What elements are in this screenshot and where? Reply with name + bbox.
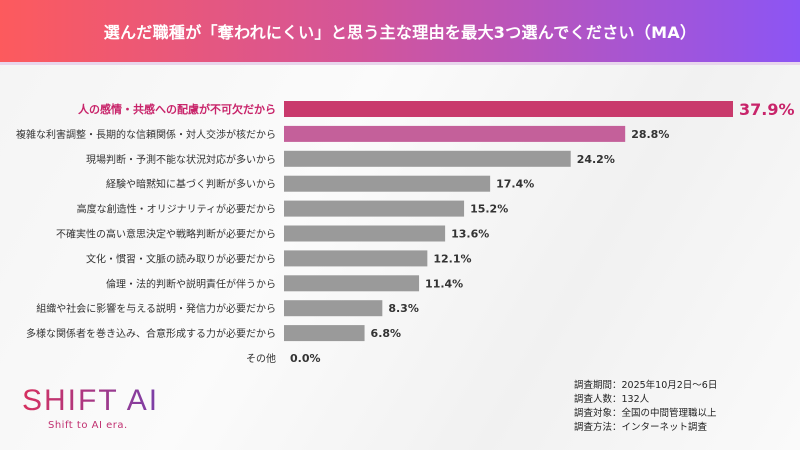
category-label: 現場判断・予測不能な状況対応が多いから: [86, 153, 276, 166]
logo-text: SHIFT AI: [22, 384, 160, 417]
category-label: 経験や暗黙知に基づく判断が多いから: [106, 178, 276, 191]
survey-notes: 調査期間：2025年10月2日～6日 調査人数：132人 調査対象：全国の中間管…: [574, 379, 717, 435]
value-label: 0.0%: [290, 352, 321, 365]
bar: [284, 225, 446, 242]
value-label: 12.1%: [433, 252, 471, 265]
category-label: 倫理・法的判断や説明責任が伴うから: [106, 277, 276, 290]
survey-target: 調査対象：全国の中間管理職以上: [574, 408, 717, 419]
bar: [284, 101, 733, 117]
category-label: 組織や社会に影響を与える説明・発信力が必要だから: [36, 302, 276, 315]
category-label: 人の感情・共感への配慮が不可欠だから: [78, 102, 276, 116]
value-label: 11.4%: [425, 277, 463, 290]
bar: [284, 175, 491, 192]
logo-tagline: Shift to AI era.: [48, 420, 128, 431]
bar: [284, 150, 571, 167]
bar: [284, 325, 365, 342]
survey-period: 調査期間：2025年10月2日～6日: [574, 380, 718, 391]
category-label: 複雑な利害調整・長期的な信頼関係・対人交渉が核だから: [16, 128, 276, 141]
page-title: 選んだ職種が「奪われにくい」と思う主な理由を最大3つ選んでください（MA）: [103, 23, 697, 42]
value-label: 24.2%: [577, 153, 615, 166]
title-banner: 選んだ職種が「奪われにくい」と思う主な理由を最大3つ選んでください（MA）: [0, 0, 800, 65]
bar: [284, 125, 626, 142]
survey-method: 調査方法：インターネット調査: [574, 422, 708, 433]
value-label: 37.9%: [739, 100, 795, 119]
value-label: 17.4%: [496, 178, 534, 191]
value-label: 28.8%: [631, 128, 669, 141]
category-label: 高度な創造性・オリジナリティが必要だから: [77, 203, 276, 216]
value-label: 15.2%: [470, 203, 508, 216]
bar: [284, 275, 420, 292]
category-label: 文化・慣習・文脈の読み取りが必要だから: [86, 252, 276, 265]
bar: [284, 250, 428, 267]
bar: [284, 300, 383, 317]
value-label: 6.8%: [371, 327, 402, 340]
category-label: 多様な関係者を巻き込み、合意形成する力が必要だから: [26, 327, 276, 340]
bar: [284, 200, 465, 217]
category-label: 不確実性の高い意思決定や戦略判断が必要だから: [56, 228, 276, 241]
shift-ai-logo: SHIFT AI Shift to AI era.: [22, 384, 160, 432]
survey-count: 調査人数：132人: [574, 394, 650, 405]
value-label: 13.6%: [451, 228, 489, 241]
category-label: その他: [246, 352, 276, 365]
value-label: 8.3%: [388, 302, 419, 315]
